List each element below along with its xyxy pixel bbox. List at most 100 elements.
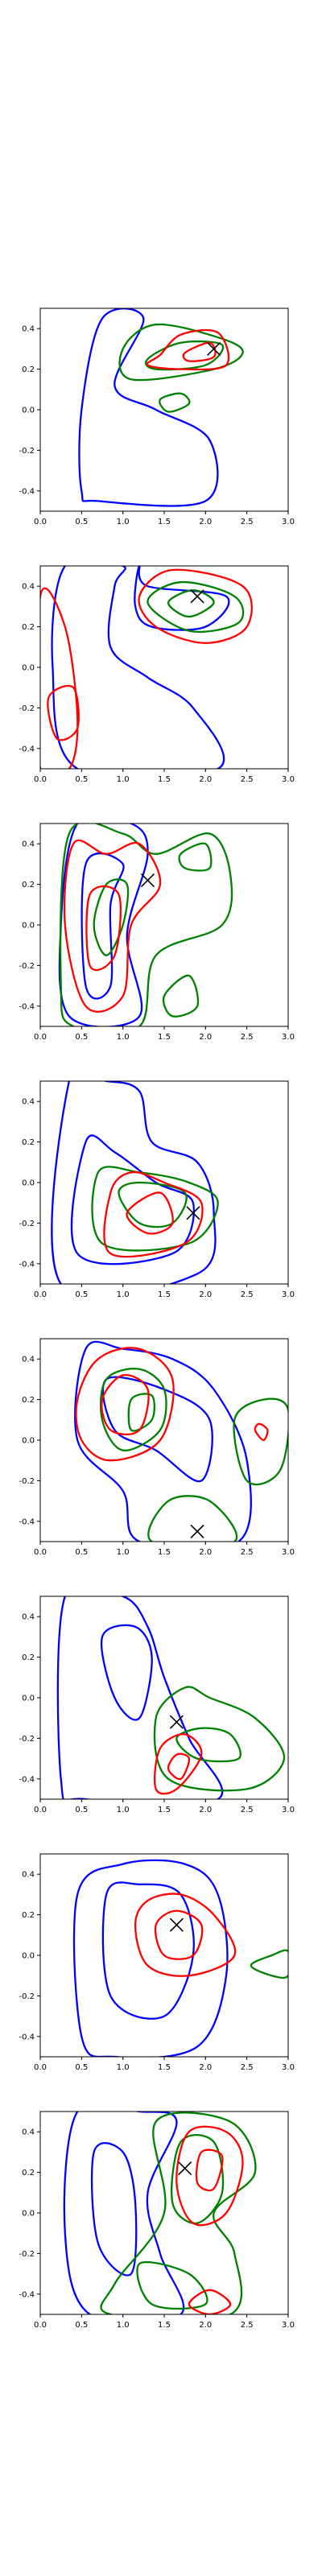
blue-contour-2: [101, 1881, 195, 2020]
x-tick-label: 0.5: [75, 775, 88, 784]
y-tick-label: 0.4: [22, 1356, 35, 1364]
x-tick-label: 1.0: [117, 775, 130, 784]
x-tick-label: 3.0: [282, 1033, 295, 1042]
y-tick-label: 0.0: [22, 1179, 35, 1188]
y-tick-label: 0.2: [22, 2169, 35, 2178]
x-tick-label: 2.0: [199, 2321, 212, 2330]
green-contour-3: [233, 1397, 288, 1486]
x-marker: [207, 341, 221, 356]
plot-area: [56, 1596, 286, 1799]
green-contour-1: [250, 1949, 288, 1979]
blue-contour-2: [80, 852, 125, 1000]
red-contour-2: [85, 885, 122, 971]
red-contour-1: [146, 328, 230, 371]
blue-contour-2: [100, 1624, 153, 1721]
y-tick-label: -0.4: [19, 2290, 35, 2299]
green-contour-1: [118, 323, 244, 382]
x-tick-label: 1.5: [158, 1033, 171, 1042]
x-tick-label: 2.0: [199, 1548, 212, 1557]
x-tick-label: 1.0: [117, 1290, 130, 1299]
red-contour-1: [63, 839, 162, 1013]
panel-2: 0.0 0.5 1.0 1.5 2.0 2.5 3.0 0.4 0.2 0.0 -0.2 -0.4: [19, 565, 295, 784]
x-tick-label: 0.0: [34, 775, 47, 784]
y-tick-label: -0.2: [19, 704, 35, 713]
red-contour-2: [167, 1752, 190, 1781]
y-tick-label: -0.2: [19, 1220, 35, 1228]
y-tick-label: 0.0: [22, 922, 35, 931]
y-tick-label: -0.4: [19, 1002, 35, 1011]
red-contour-1: [154, 1733, 203, 1795]
x-tick-label: 3.0: [282, 1548, 295, 1557]
x-tick-label: 0.0: [34, 1548, 47, 1557]
red-contour-2: [126, 1191, 174, 1235]
x-tick-label: 0.0: [34, 518, 47, 526]
plot-area: [51, 1081, 219, 1284]
blue-contour-1: [63, 2112, 185, 2314]
plot-area: [40, 566, 253, 769]
y-tick-label: -0.2: [19, 1992, 35, 2001]
axes-frame: [39, 1596, 289, 1800]
x-tick-label: 3.0: [282, 775, 295, 784]
red-contour-1: [138, 568, 253, 644]
x-tick-label: 0.5: [75, 2321, 88, 2330]
green-contour-2: [118, 1181, 188, 1228]
x-tick-label: 1.5: [158, 2063, 171, 2072]
x-tick-label: 2.0: [199, 1033, 212, 1042]
red-contour-1: [103, 1170, 204, 1258]
blue-contour-1: [74, 1340, 252, 1542]
y-tick-label: 0.0: [22, 407, 35, 415]
y-tick-label: 0.4: [22, 583, 35, 592]
x-tick-label: 0.5: [75, 1290, 88, 1299]
plot-area: [58, 824, 233, 1026]
plot-area: [78, 308, 244, 507]
blue-contour-1: [56, 1596, 224, 1799]
green-contour-2: [175, 1727, 242, 1763]
x-marker: [190, 1524, 204, 1538]
x-tick-label: 0.5: [75, 1806, 88, 1814]
y-tick-label: -0.2: [19, 2250, 35, 2259]
green-contour-1: [147, 581, 245, 633]
y-tick-label: -0.4: [19, 1517, 35, 1526]
y-tick-label: 0.0: [22, 2210, 35, 2219]
x-tick-label: 1.0: [117, 1548, 130, 1557]
y-tick-label: 0.0: [22, 1695, 35, 1703]
x-tick-label: 2.5: [241, 1548, 254, 1557]
plot-area: [63, 2112, 257, 2314]
x-tick-label: 2.0: [199, 1290, 212, 1299]
blue-contour-1: [72, 1859, 229, 2057]
panel-6: 0.0 0.5 1.0 1.5 2.0 2.5 3.0 0.4 0.2 0.0 -0.2 -0.4: [19, 1596, 295, 1814]
y-tick-label: -0.2: [19, 447, 35, 456]
x-tick-label: 2.5: [241, 1806, 254, 1814]
x-tick-label: 1.0: [117, 1033, 130, 1042]
y-tick-label: -0.4: [19, 2033, 35, 2041]
green-contour-1: [153, 1686, 286, 1792]
green-contour-1: [100, 2112, 257, 2314]
y-tick-label: -0.4: [19, 1775, 35, 1784]
x-tick-label: 2.5: [241, 1033, 254, 1042]
x-tick-label: 0.0: [34, 1033, 47, 1042]
red-contour-1: [175, 2125, 244, 2227]
x-tick-label: 2.5: [241, 1290, 254, 1299]
y-tick-label: 0.2: [22, 1396, 35, 1405]
red-contour-1: [75, 1347, 175, 1462]
x-marker: [169, 1715, 184, 1729]
blue-contour-1: [51, 1081, 217, 1284]
green-contour-4: [147, 1495, 237, 1542]
y-tick-label: 0.0: [22, 664, 35, 673]
x-tick-label: 0.5: [75, 2063, 88, 2072]
y-tick-label: 0.0: [22, 1952, 35, 1961]
x-tick-label: 0.0: [34, 2321, 47, 2330]
x-marker: [190, 589, 204, 604]
green-contour-2: [93, 878, 130, 956]
green-contour-3: [178, 842, 213, 872]
x-tick-label: 2.0: [199, 1806, 212, 1814]
plot-area: [72, 1859, 288, 2057]
y-tick-label: 0.0: [22, 1437, 35, 1446]
panel-4: 0.0 0.5 1.0 1.5 2.0 2.5 3.0 0.4 0.2 0.0 -0.2 -0.4: [19, 1080, 295, 1299]
y-tick-label: -0.4: [19, 1260, 35, 1269]
blue-contour-1: [78, 308, 219, 507]
x-tick-label: 3.0: [282, 2063, 295, 2072]
x-marker: [169, 1918, 184, 1932]
blue-contour-2: [70, 1134, 195, 1265]
